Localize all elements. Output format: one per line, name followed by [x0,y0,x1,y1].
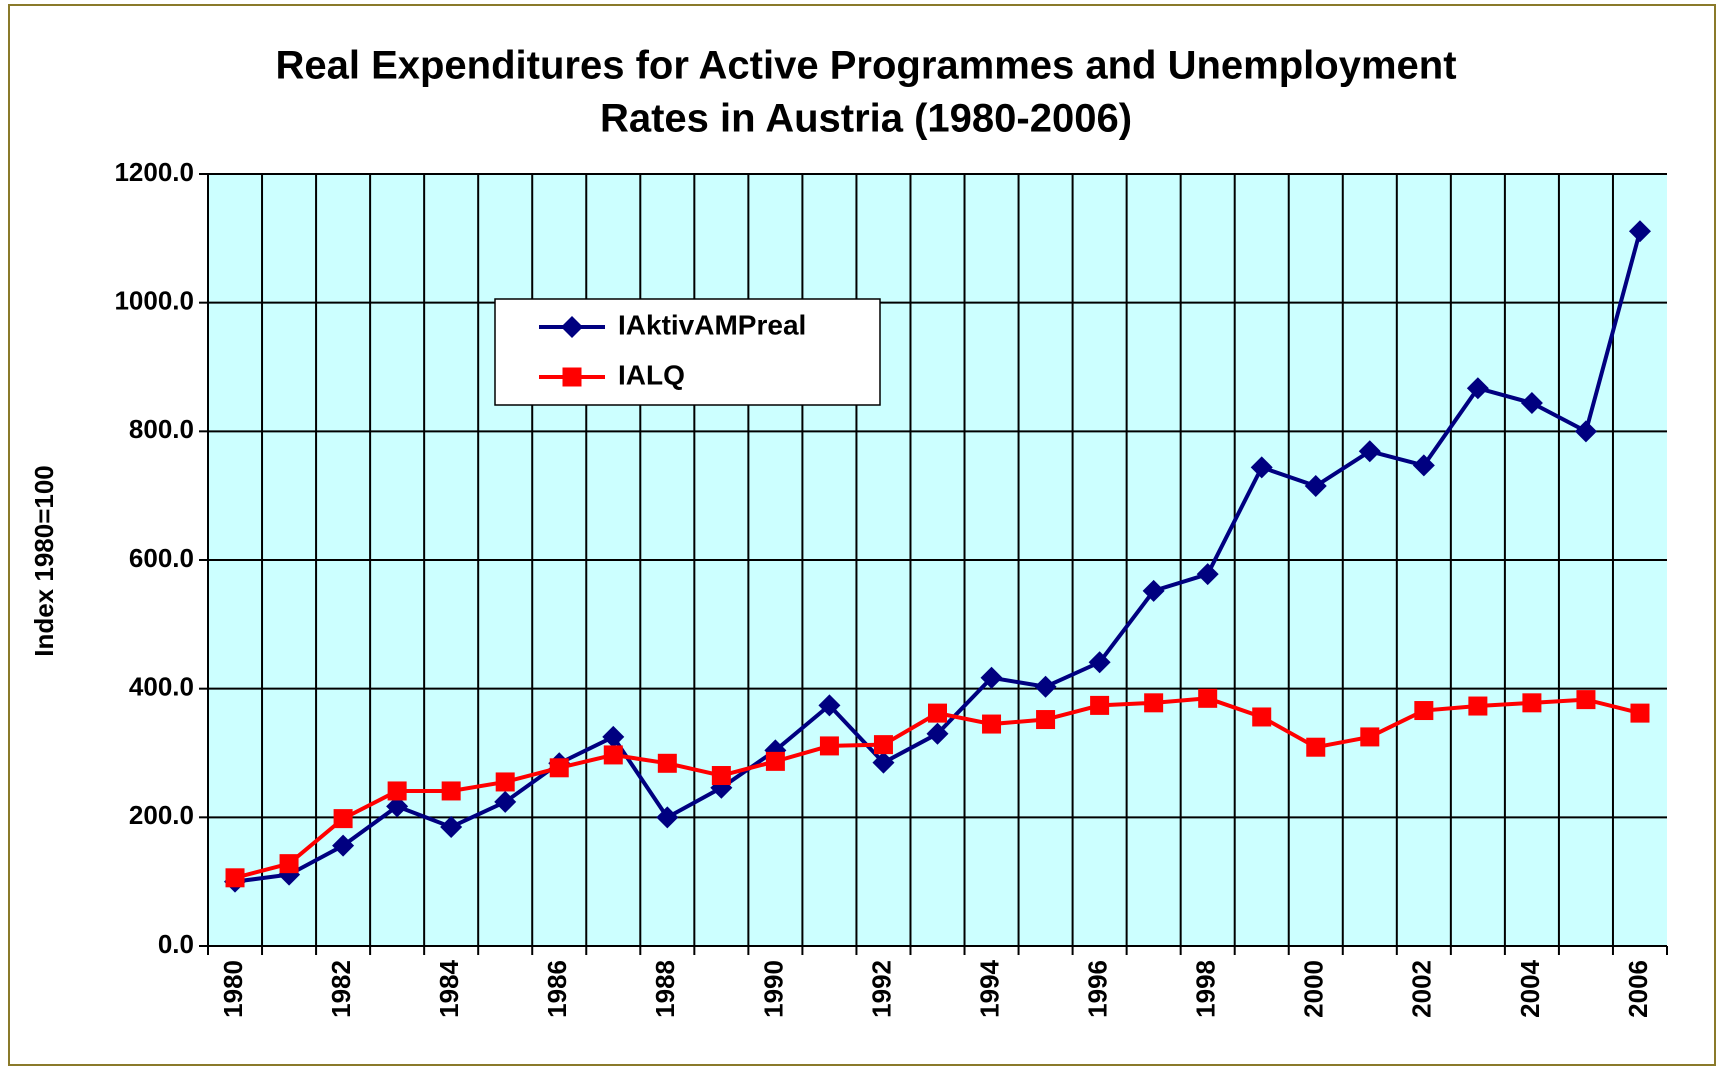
marker [549,758,569,778]
marker [495,772,515,792]
x-tick-label: 1984 [434,959,464,1017]
marker [387,781,407,801]
marker [440,815,463,838]
marker [926,722,949,745]
marker [1630,703,1650,723]
marker [1522,693,1542,713]
marker [494,790,517,813]
marker [1306,737,1326,757]
marker [441,781,461,801]
x-tick-label: 1998 [1191,960,1221,1018]
y-tick-label: 600.0 [129,543,194,573]
marker [1304,475,1327,498]
x-tick-label: 2006 [1623,960,1653,1018]
marker [225,868,245,888]
y-tick-label: 200.0 [129,800,194,830]
legend-label: IALQ [618,359,685,390]
marker [332,834,355,857]
marker [1628,220,1651,243]
x-tick-label: 1990 [758,960,788,1018]
marker [562,367,582,387]
marker [872,751,895,774]
y-tick-label: 0.0 [158,929,194,959]
marker [1252,707,1272,727]
x-tick-label: 1988 [650,960,680,1018]
marker [873,735,893,755]
x-tick-label: 2004 [1515,959,1545,1017]
marker [1412,454,1435,477]
chart-title: Rates in Austria (1980-2006) [600,97,1132,141]
y-axis-label: Index 1980=100 [29,465,59,657]
y-tick-label: 400.0 [129,672,194,702]
x-tick-label: 1992 [866,960,896,1018]
marker [1250,456,1273,479]
marker [1574,420,1597,443]
legend-box [494,298,881,406]
marker [1036,710,1056,730]
y-tick-label: 800.0 [129,414,194,444]
marker [1360,727,1380,747]
marker [603,745,623,765]
legend: IAktivAMPreal IALQ [494,298,881,406]
marker [1196,563,1219,586]
marker [1520,392,1543,415]
x-tick-label: 1980 [218,960,248,1018]
x-tick-label: 2002 [1407,960,1437,1018]
y-tick-label: 1000.0 [114,286,194,316]
x-tick-label: 2000 [1299,960,1329,1018]
y-tick-label: 1200.0 [114,157,194,187]
x-tick-label: 1986 [542,960,572,1018]
chart-title: Real Expenditures for Active Programmes … [275,44,1456,88]
legend-label: IAktivAMPreal [618,309,806,340]
marker [1198,688,1218,708]
marker [819,736,839,756]
marker [1468,696,1488,716]
marker [1576,690,1596,710]
marker [818,694,841,717]
marker [657,753,677,773]
marker [1358,440,1381,463]
marker [1090,695,1110,715]
marker [602,725,625,748]
marker [279,854,299,874]
marker [1142,579,1165,602]
x-tick-label: 1996 [1082,960,1112,1018]
x-tick-label: 1994 [974,959,1004,1017]
marker [765,751,785,771]
marker [1034,675,1057,698]
marker [333,809,353,829]
marker [1144,693,1164,713]
marker [928,703,947,723]
marker [1414,701,1434,721]
marker [980,666,1003,689]
marker [982,714,1002,734]
marker [1466,377,1489,400]
marker [561,316,583,338]
marker [656,806,679,829]
marker [711,766,731,786]
marker [386,795,409,818]
marker [1088,651,1111,674]
x-tick-label: 1982 [326,960,356,1018]
